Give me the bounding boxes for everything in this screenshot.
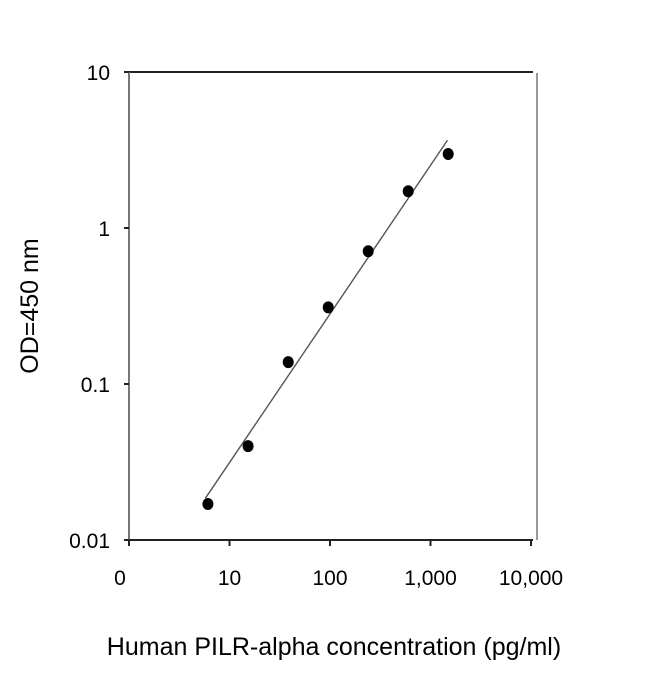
- y-tick-label: 0.01: [69, 530, 110, 553]
- data-point: [282, 356, 294, 369]
- data-point: [442, 148, 454, 161]
- y-ticks: 0.01 0.1 1 10: [69, 62, 129, 553]
- data-point: [242, 440, 254, 453]
- x-tick-label: 1,000: [404, 567, 457, 590]
- x-tick-label: 100: [312, 567, 347, 590]
- data-point: [402, 185, 414, 198]
- x-tick-label: 10,000: [499, 567, 563, 590]
- data-point: [322, 301, 334, 314]
- data-point: [362, 245, 374, 258]
- x-tick-label: 10: [218, 567, 241, 590]
- x-ticks: 0 10 100 1,000 10,000: [114, 540, 563, 590]
- y-tick-label: 10: [87, 62, 110, 85]
- y-tick-label: 0.1: [81, 374, 110, 397]
- regression-line: [204, 139, 449, 499]
- data-points: [202, 148, 454, 511]
- y-axis-title: OD=450 nm: [16, 238, 44, 374]
- data-point: [202, 498, 214, 511]
- plot-frame: [124, 71, 538, 543]
- x-axis-title: Human PILR-alpha concentration (pg/ml): [107, 633, 561, 661]
- x-tick-label: 0: [114, 567, 126, 590]
- y-tick-label: 1: [98, 218, 110, 241]
